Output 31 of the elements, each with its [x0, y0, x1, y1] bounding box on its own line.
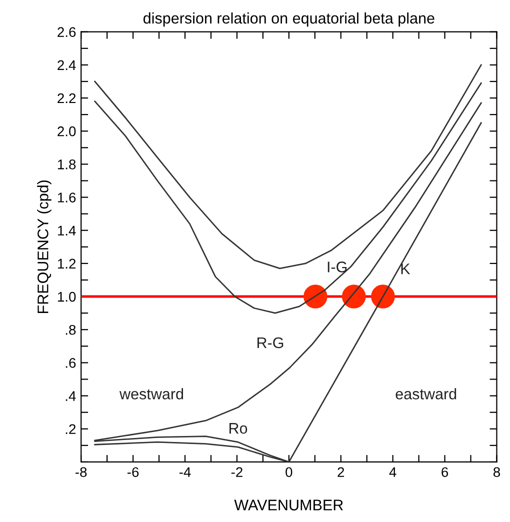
y-tick-label: 1.8 — [58, 160, 76, 170]
y-tick-label: 2.4 — [58, 60, 76, 70]
y-tick-label: 2.6 — [58, 27, 76, 38]
y-tick-label: 2.2 — [58, 93, 76, 104]
chart-title: dispersion relation on equatorial beta plane — [143, 12, 434, 27]
series-label: I-G — [328, 262, 347, 272]
x-tick-label: 4 — [389, 467, 396, 477]
series-label: Ro — [229, 423, 248, 434]
x-tick-label: -6 — [127, 467, 139, 478]
x-axis-title: WAVENUMBER — [234, 500, 343, 510]
x-tick-label: -8 — [76, 467, 87, 478]
x-tick-label: 2 — [338, 467, 344, 477]
y-tick-label: 1.2 — [58, 258, 76, 268]
y-tick-label: .6 — [66, 358, 76, 368]
y-tick-label: 1.6 — [58, 192, 76, 202]
x-tick-label: 0 — [286, 467, 292, 478]
annotation: westward — [119, 388, 184, 400]
series-label: K — [401, 264, 410, 274]
series-label: R-G — [258, 337, 284, 348]
x-tick-label: -2 — [231, 467, 242, 477]
x-tick-label: -4 — [179, 467, 191, 477]
y-tick-label: 2.0 — [58, 126, 76, 136]
y-tick-label: 1.4 — [58, 226, 76, 236]
y-axis-title: FREQUENCY (cpd) — [37, 180, 52, 314]
y-tick-label: 1.0 — [58, 292, 76, 302]
x-tick-label: 6 — [442, 467, 448, 478]
x-tick-label: 8 — [493, 467, 500, 478]
y-tick-label: .4 — [66, 391, 76, 401]
annotation: eastward — [396, 388, 456, 400]
y-tick-label: .2 — [66, 424, 76, 434]
y-tick-label: .8 — [66, 324, 76, 335]
